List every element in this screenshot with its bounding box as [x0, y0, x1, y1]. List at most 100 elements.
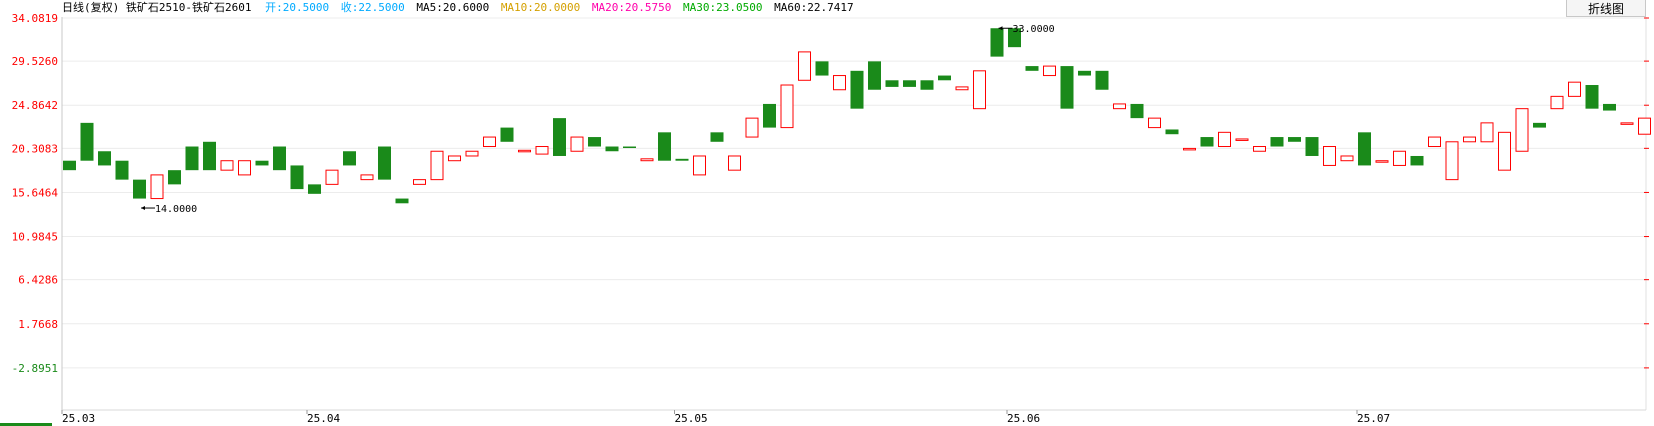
candle-down: [920, 80, 934, 90]
arrow-head: [141, 206, 145, 211]
candle-down: [1585, 85, 1599, 109]
chart-title: 日线(复权) 铁矿石2510-铁矿石2601: [62, 1, 252, 14]
y-axis: 34.0819 29.5260 24.8642 20.3083 15.6464 10.98…: [12, 12, 1649, 410]
y-tick-label: -2.8951: [12, 362, 58, 375]
candle-down: [203, 141, 216, 171]
candle-down: [80, 122, 94, 161]
candle-up: [693, 155, 706, 176]
annotations: 14.0000 33.0000: [141, 24, 1055, 215]
ma10-label: MA10:: [500, 1, 534, 14]
candle-down: [605, 146, 619, 152]
candle-down: [675, 158, 689, 161]
candle-down: [308, 184, 321, 194]
ma30-value: 23.0500: [716, 1, 763, 14]
candle-up: [1498, 131, 1511, 171]
candle-down: [903, 80, 916, 87]
candles: [63, 28, 1651, 204]
x-axis: 25.03 25.04 25.05 25.06 25.07: [0, 409, 1646, 426]
ma30-label: MA30:: [683, 1, 717, 14]
candle-down: [1270, 137, 1284, 147]
line-chart-toggle-button[interactable]: 折线图: [1566, 0, 1646, 17]
candle-up: [1463, 136, 1476, 143]
candle-up: [535, 146, 549, 155]
x-tick-label: 25.05: [675, 412, 708, 425]
y-tick-label: 6.4286: [18, 274, 58, 287]
candle-down: [553, 118, 566, 156]
candle-up: [1340, 155, 1354, 162]
candle-down: [1410, 155, 1424, 166]
close-value: 22.5000: [358, 1, 405, 14]
candle-up: [150, 174, 164, 200]
candle-up: [833, 75, 846, 91]
candle-down: [63, 160, 76, 171]
candle-up: [640, 158, 654, 162]
ma60-label: MA60:: [774, 1, 808, 14]
candle-down: [938, 75, 951, 81]
candle-up: [1550, 95, 1564, 110]
candle-up: [325, 169, 339, 185]
candle-up: [430, 150, 444, 181]
candle-up: [465, 150, 479, 157]
y-tick-label: 29.5260: [12, 55, 58, 68]
y-tick-label: 15.6464: [12, 186, 59, 199]
candle-down: [500, 127, 514, 142]
candle-down: [1078, 70, 1091, 76]
candle-up: [780, 84, 794, 129]
ma20-label: MA20:: [591, 1, 626, 14]
candle-down: [623, 146, 636, 149]
candle-down: [133, 179, 146, 199]
annotation-label: 14.0000: [155, 204, 197, 215]
candle-up: [483, 136, 496, 148]
candle-up: [1480, 122, 1494, 143]
arrow-head: [998, 26, 1003, 31]
candle-down: [1305, 137, 1319, 156]
candle-down: [1200, 137, 1214, 147]
ma20-value: 20.5750: [625, 1, 672, 14]
candle-down: [588, 137, 601, 147]
candle-up: [1445, 141, 1459, 181]
candle-down: [1358, 132, 1371, 166]
candle-up: [1428, 136, 1441, 148]
ma10-value: 20.0000: [533, 1, 581, 14]
open-value: 20.5000: [282, 1, 330, 14]
candle-down: [378, 146, 391, 180]
candle-up: [1515, 108, 1529, 152]
x-tick-label: 25.07: [1357, 412, 1390, 425]
candle-down: [185, 146, 199, 171]
ma60-value: 22.7417: [807, 1, 854, 14]
candle-down: [1060, 66, 1074, 109]
candle-down: [168, 170, 181, 185]
candle-up: [1183, 147, 1196, 151]
candle-down: [1533, 122, 1546, 128]
close-label: 收:: [340, 1, 359, 14]
candle-up: [955, 86, 969, 91]
y-tick-label: 34.0819: [12, 12, 58, 25]
candle-down: [395, 198, 409, 204]
candle-down: [885, 80, 899, 87]
candle-up: [238, 160, 251, 176]
candle-up: [1568, 81, 1581, 97]
candle-up: [1218, 131, 1231, 148]
chart-header: 日线(复权) 铁矿石2510-铁矿石2601 开:20.5000 收:22.50…: [62, 0, 859, 16]
candle-up: [973, 70, 986, 110]
candle-down: [868, 61, 881, 90]
candle-down: [1095, 70, 1109, 90]
candle-down: [98, 151, 111, 166]
y-tick-label: 10.9845: [12, 231, 58, 244]
annotation-label: 33.0000: [1013, 24, 1055, 35]
scroll-indicator[interactable]: [0, 423, 52, 426]
candle-up: [448, 155, 461, 162]
candle-down: [1025, 66, 1039, 71]
y-tick-label: 24.8642: [12, 99, 58, 112]
candle-up: [798, 51, 811, 81]
ma5-value: 20.6000: [442, 1, 490, 14]
x-tick-label: 25.04: [307, 412, 340, 425]
y-tick-label: 1.7668: [18, 318, 58, 331]
x-tick-label: 25.06: [1007, 412, 1040, 425]
candle-up: [728, 155, 741, 171]
candle-down: [1130, 103, 1144, 119]
candle-down: [273, 146, 286, 171]
candle-down: [290, 165, 304, 190]
candle-down: [1008, 28, 1021, 48]
candle-up: [1043, 65, 1056, 77]
